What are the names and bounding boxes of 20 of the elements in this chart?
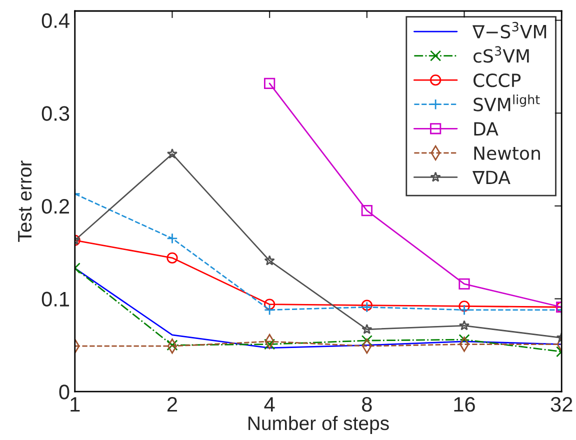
x-tick-label: 32 [550, 397, 572, 412]
y-tick-label: 0.1 [42, 292, 70, 307]
legend-label: ∇DA [472, 170, 510, 184]
legend-label: SVM$^{light}$ [474, 94, 540, 112]
legend-label: DA [474, 122, 498, 136]
legend-label: ∇−S$^{3}$VM [472, 22, 546, 38]
x-tick-label: 4 [264, 397, 275, 412]
x-axis-title: Number of steps [248, 416, 389, 434]
y-axis-title: Test error [18, 160, 32, 242]
legend-label: cS$^{3}$VM [474, 46, 529, 63]
x-tick-label: 16 [454, 397, 475, 412]
y-tick-label: 0.4 [42, 13, 70, 28]
legend-label: CCCP [474, 73, 521, 88]
y-tick-label: 0.3 [42, 106, 70, 121]
y-tick-label: 0 [59, 384, 70, 400]
x-tick-label: 2 [167, 397, 177, 412]
x-tick-label: 1 [70, 397, 80, 412]
x-tick-label: 8 [362, 397, 372, 412]
legend-label: Newton [474, 146, 540, 160]
y-tick-label: 0.2 [42, 198, 69, 214]
